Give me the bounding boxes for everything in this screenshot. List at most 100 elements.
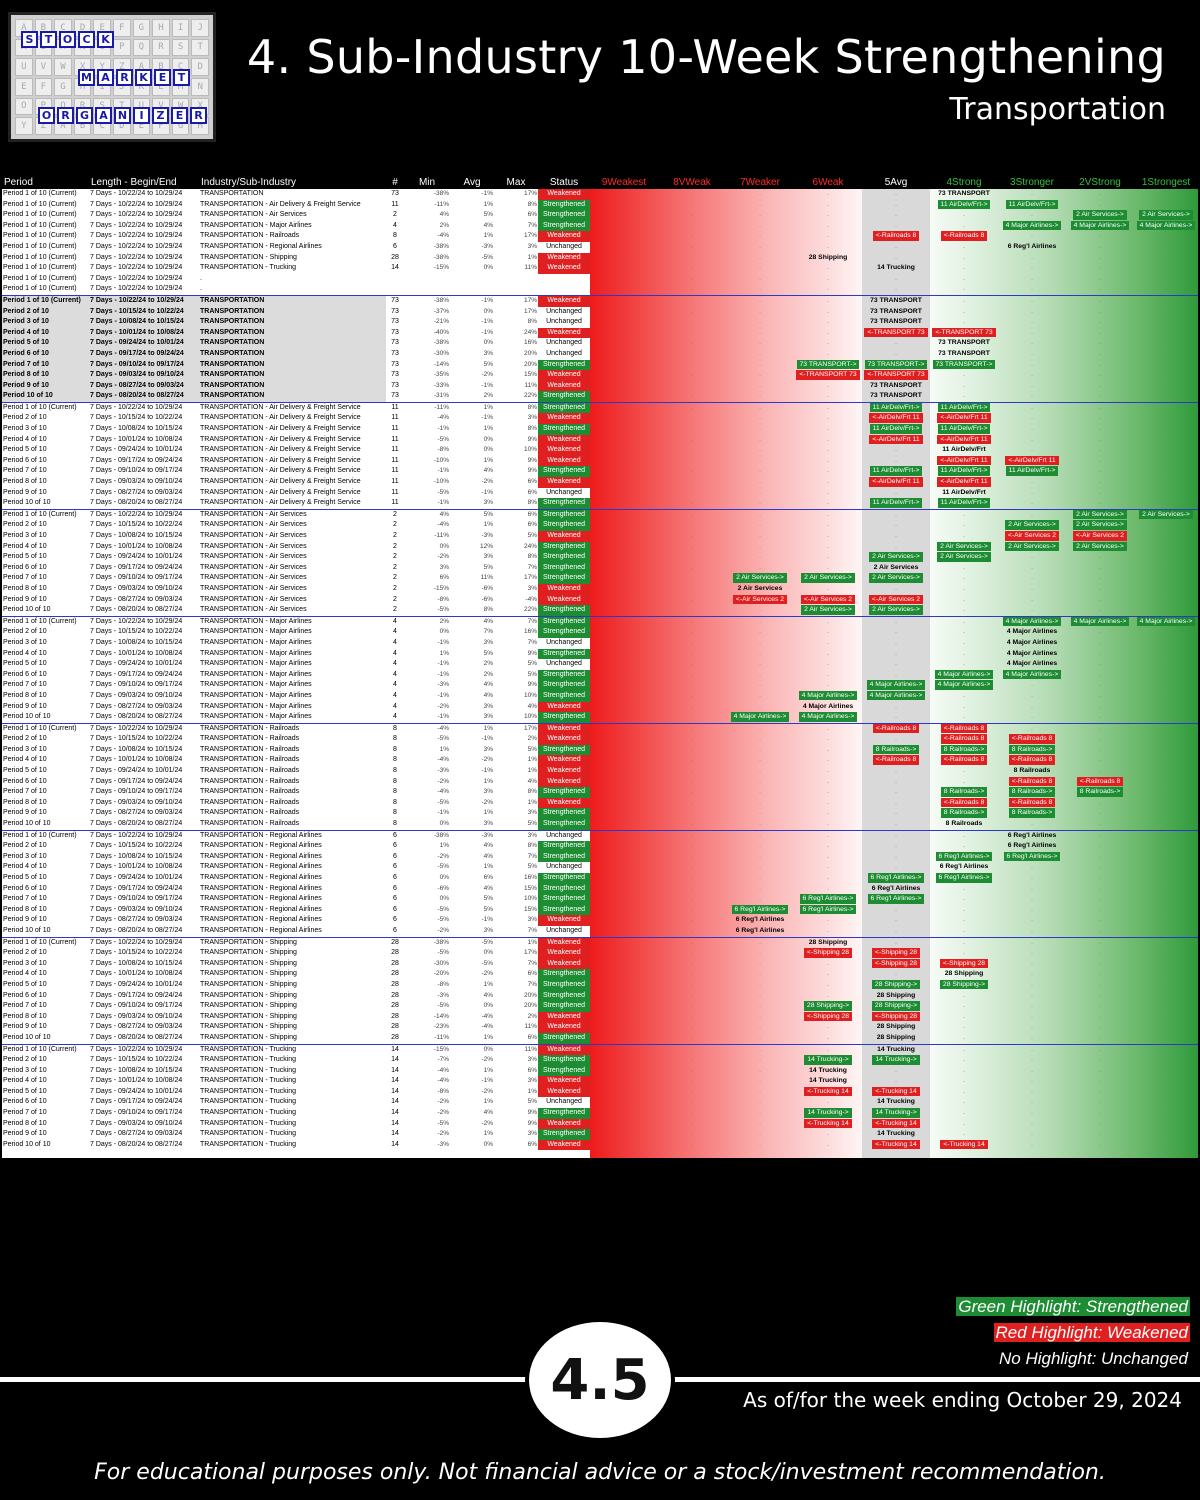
strength-bin-cell: . bbox=[658, 615, 726, 628]
strength-bin-cell: . bbox=[827, 456, 829, 464]
min-cell: -11% bbox=[434, 1033, 449, 1041]
strength-bin-cell: . bbox=[895, 788, 897, 796]
strength-bin-cell: . bbox=[1099, 649, 1101, 657]
table-row: Period 3 of 10 7 Days - 10/08/24 to 10/15… bbox=[2, 851, 1198, 863]
strength-bin-cell: . bbox=[691, 1066, 693, 1074]
strength-bin-cell: 2 Air Services-> bbox=[794, 573, 862, 584]
strength-bin-cell: . bbox=[1099, 339, 1101, 347]
strength-bin-cell: 11 AirDelv/Frt-> bbox=[930, 199, 998, 211]
strength-bin-cell: . bbox=[759, 895, 761, 903]
strength-bin-cell: . bbox=[827, 232, 829, 240]
avg-cell: 0% bbox=[483, 339, 493, 347]
strength-bin-cell: . bbox=[623, 200, 625, 208]
strength-bin-cell: . bbox=[1134, 829, 1198, 842]
strength-bin-cell: . bbox=[691, 1140, 693, 1148]
strength-bin-cell: . bbox=[1165, 414, 1167, 422]
min-cell: -1% bbox=[437, 809, 449, 817]
period-cell: Period 5 of 10 bbox=[3, 874, 47, 881]
length-cell: 7 Days - 09/03/24 to 09/10/24 bbox=[90, 584, 183, 592]
status-cell: Strengthened bbox=[538, 873, 590, 884]
max-cell: 6% bbox=[494, 508, 538, 521]
strength-bin-cell: . bbox=[1099, 232, 1101, 240]
status-cell: Unchanged bbox=[538, 829, 590, 842]
length-cell: 7 Days - 08/20/24 to 08/27/24 bbox=[90, 713, 183, 721]
strength-bin-cell: . bbox=[1099, 884, 1101, 892]
strength-bin-cell: . bbox=[1031, 691, 1033, 699]
strength-bin-cell: . bbox=[623, 1119, 625, 1127]
logo-letter: K bbox=[135, 69, 152, 86]
status-cell: Strengthened bbox=[538, 466, 590, 478]
length-cell: 7 Days - 09/10/24 to 09/17/24 bbox=[90, 1002, 183, 1010]
status-cell: Strengthened bbox=[538, 615, 590, 628]
strength-bin-cell: 2 Air Services-> bbox=[1066, 541, 1134, 553]
sub-industry-tag: <-Railroads 8 bbox=[940, 734, 988, 744]
sub-industry-tag: <-Railroads 8 bbox=[872, 755, 920, 765]
table-row: Period 10 of 10 7 Days - 08/20/24 to 08/2… bbox=[2, 498, 1198, 510]
period-cell: Period 9 of 10 bbox=[3, 916, 47, 924]
max-cell: 1% bbox=[527, 767, 537, 775]
strength-bin-cell: <-AirDelv/Frt 11 bbox=[862, 477, 930, 488]
avg-cell: 4% bbox=[483, 1109, 493, 1117]
period-cell: Period 4 of 10 bbox=[3, 970, 47, 978]
sub-industry-tag: 2 Air Services-> bbox=[1005, 541, 1059, 552]
industry-cell: TRANSPORTATION - Railroads bbox=[200, 809, 300, 817]
max-cell: 9% bbox=[527, 649, 537, 657]
table-row: Period 1 of 10 (Current) 7 Days - 10/22/2… bbox=[2, 936, 1198, 949]
strength-bin-cell: . bbox=[691, 264, 693, 272]
min-cell: -1% bbox=[437, 499, 449, 507]
industry-cell: TRANSPORTATION - Railroads bbox=[200, 767, 300, 775]
strength-bin-cell: . bbox=[623, 916, 625, 924]
length-cell: 7 Days - 08/27/24 to 09/03/24 bbox=[90, 488, 183, 496]
max-cell: 16% bbox=[523, 628, 537, 636]
status-cell: Weakened bbox=[538, 294, 590, 307]
sub-industry-tag: <-Railroads 8 bbox=[1076, 776, 1124, 787]
strength-bin-cell: . bbox=[1165, 980, 1167, 988]
strength-bin-cell: . bbox=[1134, 401, 1198, 414]
sub-industry-tag: 2 Air Services-> bbox=[869, 552, 923, 562]
status-cell: Weakened bbox=[538, 776, 590, 788]
strength-bin-cell: . bbox=[1099, 242, 1101, 250]
strength-bin-cell: . bbox=[623, 521, 625, 529]
strength-bin-cell: <-Railroads 8 bbox=[998, 734, 1066, 745]
strength-bin-cell: . bbox=[759, 691, 761, 699]
avg-cell: 4% bbox=[450, 615, 494, 628]
strength-bin-cell: . bbox=[794, 829, 862, 842]
length-cell: 7 Days - 10/15/24 to 10/22/24 bbox=[90, 842, 183, 850]
table-row: Period 8 of 10 7 Days - 09/03/24 to 09/10… bbox=[2, 1011, 1198, 1023]
length-cell: 7 Days - 09/10/24 to 09/17/24 bbox=[90, 467, 183, 475]
strength-bin-cell: <-TRANSPORT 73 bbox=[794, 370, 862, 381]
strength-bin-cell: . bbox=[963, 211, 965, 219]
max-cell: 16% bbox=[523, 339, 537, 347]
strength-bin-cell: . bbox=[623, 884, 625, 892]
count-cell: 28 bbox=[386, 936, 404, 949]
strength-bin-cell: 11 AirDelv/Frt-> bbox=[862, 424, 930, 435]
strength-bin-cell: . bbox=[691, 553, 693, 561]
strength-bin-cell: . bbox=[623, 328, 625, 336]
strength-bin-cell: . bbox=[1099, 798, 1101, 806]
strength-bin-cell: . bbox=[691, 1056, 693, 1064]
period-cell: Period 4 of 10 bbox=[3, 1077, 47, 1085]
count-cell: 6 bbox=[393, 926, 397, 934]
min-cell: -15% bbox=[433, 264, 449, 272]
industry-cell: TRANSPORTATION - Railroads bbox=[200, 232, 300, 240]
count-cell: 4 bbox=[393, 221, 397, 229]
strength-bin-cell: . bbox=[1099, 638, 1101, 646]
column-header-length-begin-end: Length - Begin/End bbox=[89, 176, 199, 189]
strength-bin-cell: . bbox=[827, 1130, 829, 1138]
strength-bin-cell: . bbox=[1099, 285, 1101, 293]
max-cell: 7% bbox=[527, 852, 537, 860]
strength-bin-cell: 14 Trucking bbox=[862, 1129, 930, 1140]
strength-bin-cell: . bbox=[963, 1098, 965, 1106]
min-cell: -8% bbox=[437, 980, 449, 988]
sub-industry-tag: 11 AirDelv/Frt-> bbox=[869, 424, 923, 434]
strength-bin-cell: . bbox=[963, 285, 965, 293]
strength-bin-cell: . bbox=[623, 221, 625, 229]
strength-bin-cell: <-Trucking 14 bbox=[794, 1118, 862, 1130]
strength-bin-cell: . bbox=[827, 381, 829, 389]
strength-bin-cell: 8 Railroads bbox=[930, 819, 998, 830]
strength-bin-cell: <-Trucking 14 bbox=[862, 1086, 930, 1098]
sub-industry-tag: 14 Trucking-> bbox=[804, 1108, 852, 1118]
strength-bin-cell: . bbox=[895, 863, 897, 871]
length-cell: 7 Days - 10/08/24 to 10/15/24 bbox=[90, 1066, 183, 1074]
strength-bin-cell: . bbox=[1031, 1066, 1033, 1074]
